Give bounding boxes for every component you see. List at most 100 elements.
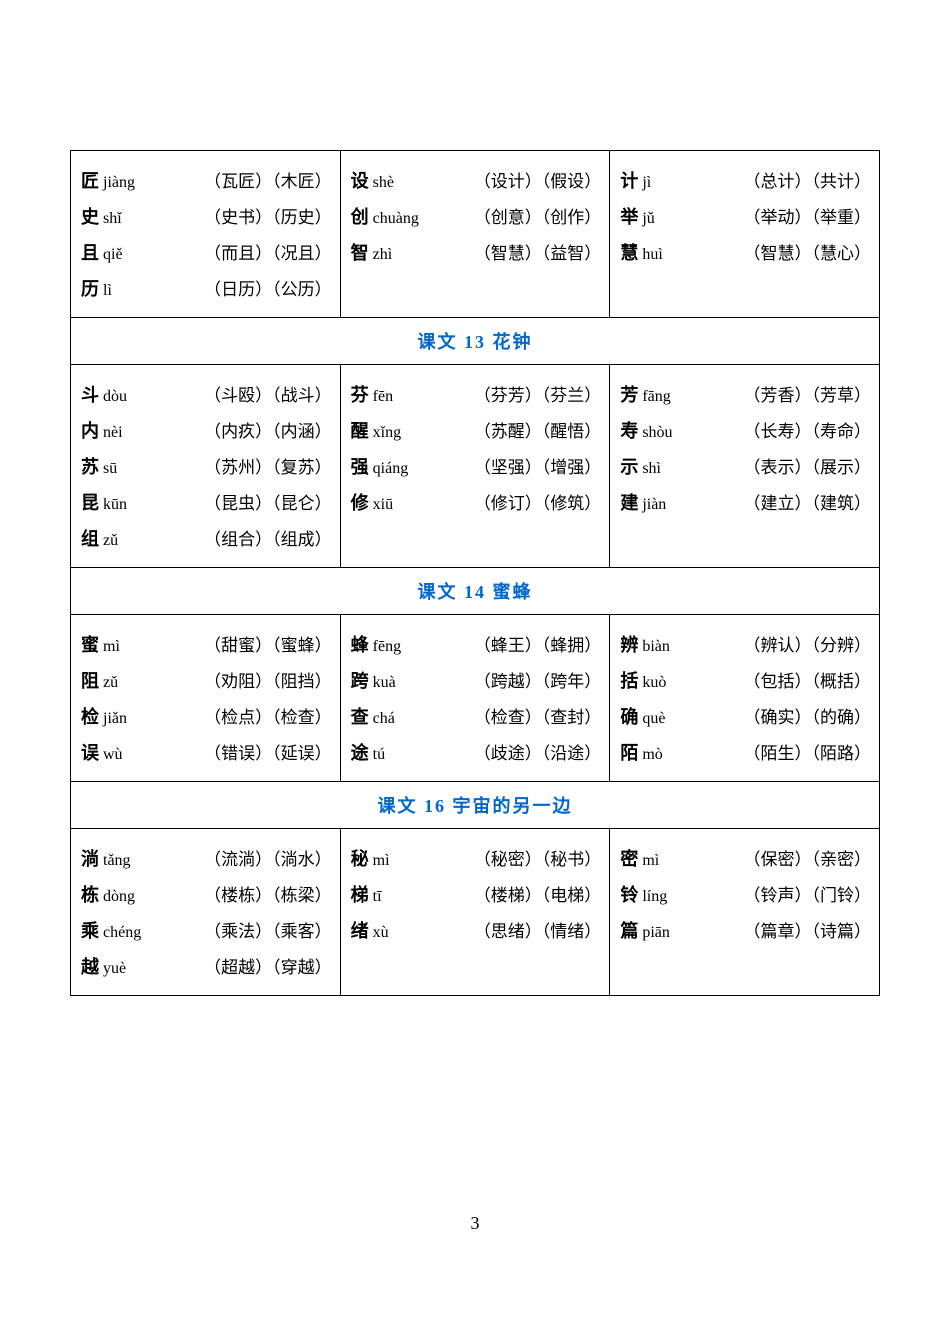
- table-column: 蜂fēng（蜂王）（蜂拥）跨kuà（跨越）（跨年）查chá（检查）（查封）途tú…: [340, 615, 610, 782]
- table-column: 密mì（保密）（亲密）铃líng（铃声）（门铃）篇piān（篇章）（诗篇）: [610, 829, 880, 996]
- section-header: 课文 14 蜜蜂: [71, 568, 880, 615]
- vocab-entry: 设shè（设计）（假设）: [351, 167, 602, 193]
- example-words: （蜂王）（蜂拥）: [474, 631, 602, 656]
- pinyin: huì: [642, 246, 662, 264]
- char: 括: [620, 667, 638, 693]
- example-words: （长寿）（寿命）: [744, 417, 872, 442]
- pinyin: kuò: [642, 674, 666, 692]
- pinyin: shè: [373, 174, 394, 192]
- vocab-entry: 智zhì（智慧）（益智）: [351, 239, 602, 265]
- pinyin: zǔ: [103, 674, 118, 692]
- pinyin: shòu: [642, 424, 672, 442]
- example-words: （智慧）（益智）: [474, 239, 602, 264]
- table-column: 芬fēn（芬芳）（芬兰）醒xǐng（苏醒）（醒悟）强qiáng（坚强）（增强）修…: [340, 365, 610, 568]
- pinyin: kūn: [103, 496, 127, 514]
- vocab-entry: 匠jiàng （瓦匠）（木匠）: [81, 167, 332, 193]
- vocab-entry: 计jì（总计）（共计）: [620, 167, 871, 193]
- example-words: （创意）（创作）: [474, 203, 602, 228]
- section-header: 课文 16 宇宙的另一边: [71, 782, 880, 829]
- empty-entry: [351, 275, 602, 293]
- pinyin: dòu: [103, 388, 127, 406]
- example-words: （篇章）（诗篇）: [744, 917, 872, 942]
- example-words: （表示）（展示）: [744, 453, 872, 478]
- vocab-entry: 栋dòng（楼栋）（栋梁）: [81, 881, 332, 907]
- example-words: （苏州）（复苏）: [204, 453, 332, 478]
- vocab-entry: 慧huì（智慧）（慧心）: [620, 239, 871, 265]
- char: 确: [620, 703, 638, 729]
- pinyin: xiū: [373, 496, 393, 514]
- vocab-entry: 括kuò （包括）（概括）: [620, 667, 871, 693]
- vocab-entry: 越yuè（超越）（穿越）: [81, 953, 332, 979]
- char: 蜂: [351, 631, 369, 657]
- table-column: 蜜mì（甜蜜）（蜜蜂）阻zǔ（劝阻）（阻挡）检jiǎn（检点）（检查）误wù（错…: [71, 615, 341, 782]
- pinyin: xù: [373, 924, 389, 942]
- vocab-entry: 内nèi（内疚）（内涵）: [81, 417, 332, 443]
- example-words: （包括）（概括）: [744, 667, 872, 692]
- table-column: 秘mì（秘密）（秘书）梯tī（楼梯）（电梯）绪xù（思绪）（情绪）: [340, 829, 610, 996]
- pinyin: tú: [373, 746, 385, 764]
- pinyin: mì: [103, 638, 120, 656]
- vocab-entry: 篇piān（篇章）（诗篇）: [620, 917, 871, 943]
- vocab-entry: 秘mì（秘密）（秘书）: [351, 845, 602, 871]
- char: 斗: [81, 381, 99, 407]
- char: 秘: [351, 845, 369, 871]
- example-words: （劝阻）（阻挡）: [204, 667, 332, 692]
- page-content: 匠jiàng（瓦匠）（木匠）史shǐ（史书）（历史）且qiě（而且）（况且）历l…: [0, 0, 950, 1036]
- pinyin: chá: [373, 710, 395, 728]
- example-words: （举动）（举重）: [744, 203, 872, 228]
- pinyin: jiàng: [103, 174, 135, 192]
- pinyin: shì: [642, 460, 661, 478]
- char: 史: [81, 203, 99, 229]
- page-number: 3: [0, 1213, 950, 1234]
- example-words: （超越）（穿越）: [204, 953, 332, 978]
- char: 芬: [351, 381, 369, 407]
- vocab-entry: 蜜mì（甜蜜）（蜜蜂）: [81, 631, 332, 657]
- char: 且: [81, 239, 99, 265]
- vocab-entry: 芳fāng（芳香）（芳草）: [620, 381, 871, 407]
- pinyin: què: [642, 710, 665, 728]
- char: 陌: [620, 739, 638, 765]
- char: 寿: [620, 417, 638, 443]
- example-words: （检点）（检查）: [204, 703, 332, 728]
- char: 示: [620, 453, 638, 479]
- pinyin: piān: [642, 924, 670, 942]
- vocab-entry: 陌mò（陌生）（陌路）: [620, 739, 871, 765]
- vocab-entry: 确què（确实）（的确）: [620, 703, 871, 729]
- pinyin: fēn: [373, 388, 393, 406]
- example-words: （智慧）（慧心）: [744, 239, 872, 264]
- char: 举: [620, 203, 638, 229]
- char: 计: [620, 167, 638, 193]
- pinyin: líng: [642, 888, 667, 906]
- vocab-entry: 修xiū（修订）（修筑）: [351, 489, 602, 515]
- vocab-entry: 举jǔ（举动）（举重）: [620, 203, 871, 229]
- char: 误: [81, 739, 99, 765]
- pinyin: qiáng: [373, 460, 409, 478]
- char: 内: [81, 417, 99, 443]
- char: 匠: [81, 167, 99, 193]
- example-words: （史书）（历史）: [204, 203, 332, 228]
- vocab-table: 匠jiàng（瓦匠）（木匠）史shǐ（史书）（历史）且qiě（而且）（况且）历l…: [70, 150, 880, 996]
- char: 智: [351, 239, 369, 265]
- vocab-entry: 蜂fēng （蜂王）（蜂拥）: [351, 631, 602, 657]
- char: 历: [81, 275, 99, 301]
- pinyin: chéng: [103, 924, 141, 942]
- vocab-entry: 途tú（歧途）（沿途）: [351, 739, 602, 765]
- char: 栋: [81, 881, 99, 907]
- char: 检: [81, 703, 99, 729]
- example-words: （而且）（况且）: [204, 239, 332, 264]
- vocab-entry: 组zǔ（组合）（组成）: [81, 525, 332, 551]
- pinyin: fēng: [373, 638, 401, 656]
- vocab-entry: 淌tǎng（流淌）（淌水）: [81, 845, 332, 871]
- table-column: 匠jiàng（瓦匠）（木匠）史shǐ（史书）（历史）且qiě（而且）（况且）历l…: [71, 151, 341, 318]
- example-words: （辨认）（分辨）: [744, 631, 872, 656]
- char: 越: [81, 953, 99, 979]
- pinyin: mò: [642, 746, 662, 764]
- example-words: （错误）（延误）: [204, 739, 332, 764]
- char: 梯: [351, 881, 369, 907]
- vocab-entry: 跨kuà（跨越）（跨年）: [351, 667, 602, 693]
- empty-entry: [620, 275, 871, 293]
- vocab-entry: 芬fēn（芬芳）（芬兰）: [351, 381, 602, 407]
- example-words: （瓦匠）（木匠）: [204, 167, 332, 192]
- table-column: 设shè（设计）（假设）创chuàng（创意）（创作）智zhì（智慧）（益智）: [340, 151, 610, 318]
- vocab-entry: 辨biàn（辨认）（分辨）: [620, 631, 871, 657]
